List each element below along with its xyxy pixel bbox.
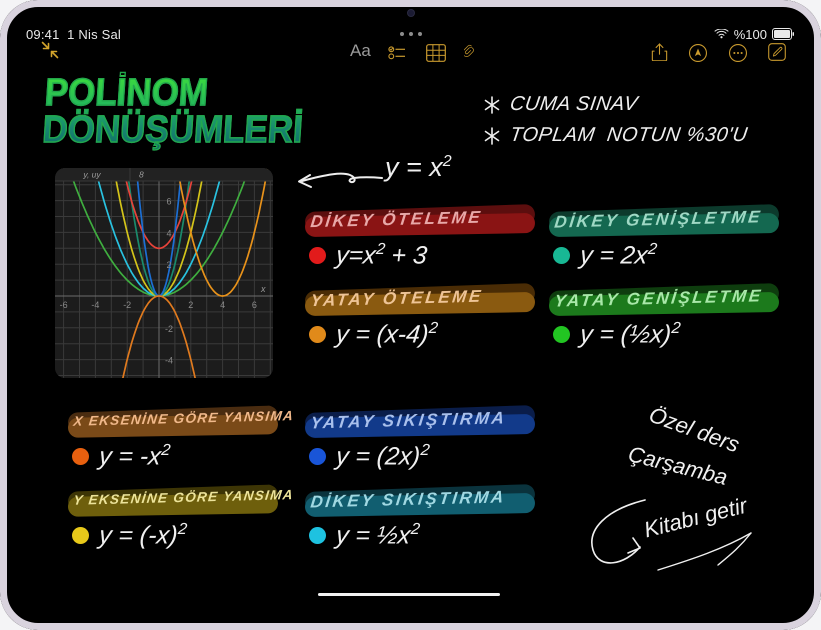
svg-text:-6: -6 — [60, 300, 68, 310]
svg-text:x: x — [260, 284, 266, 294]
svg-text:2: 2 — [166, 260, 171, 270]
svg-text:-4: -4 — [91, 300, 99, 310]
svg-text:-2: -2 — [165, 324, 173, 334]
svg-text:2: 2 — [188, 300, 193, 310]
svg-text:6: 6 — [166, 197, 171, 207]
svg-text:4: 4 — [166, 228, 171, 238]
svg-text:8: 8 — [139, 170, 144, 180]
svg-text:y, uy: y, uy — [82, 170, 101, 180]
svg-text:-2: -2 — [123, 300, 131, 310]
svg-text:-4: -4 — [165, 356, 173, 366]
svg-text:6: 6 — [252, 300, 257, 310]
svg-text:4: 4 — [220, 300, 225, 310]
